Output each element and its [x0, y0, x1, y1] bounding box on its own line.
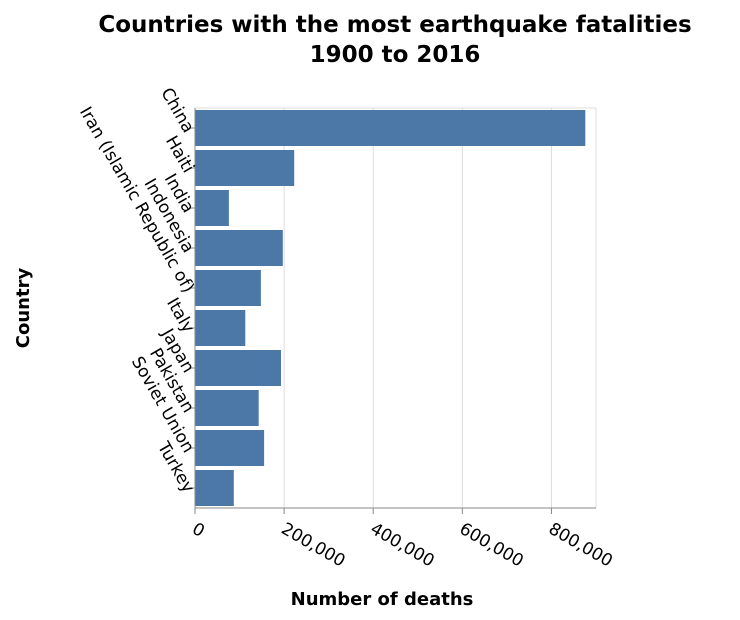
y-tick-label: China — [156, 84, 198, 136]
x-tick-label: 200,000 — [278, 519, 349, 571]
bars — [195, 110, 586, 506]
bar-china — [195, 110, 586, 146]
bar-japan — [195, 350, 281, 386]
bar-pakistan — [195, 390, 259, 426]
chart-title: Countries with the most earthquake fatal… — [98, 12, 691, 38]
axes: 0 200,000 400,000 600,000 800,000ChinaHaitiI… — [75, 84, 616, 571]
y-axis-title: Country — [13, 268, 34, 349]
x-tick-label: 400,000 — [367, 519, 438, 571]
x-tick-label: 0 — [189, 519, 208, 542]
y-tick-label: Haiti — [161, 132, 198, 176]
bar-italy — [195, 310, 246, 346]
bar-india — [195, 190, 229, 226]
bar-soviet-union — [195, 430, 265, 466]
bar-turkey — [195, 470, 234, 506]
chart-subtitle: 1900 to 2016 — [310, 42, 481, 68]
x-tick-label: 800,000 — [545, 519, 616, 571]
bar-iran-islamic-republic-of — [195, 270, 261, 306]
bar-indonesia — [195, 230, 283, 266]
x-axis-title: Number of deaths — [291, 589, 474, 610]
x-tick-label: 600,000 — [456, 519, 527, 571]
bar-haiti — [195, 150, 295, 186]
